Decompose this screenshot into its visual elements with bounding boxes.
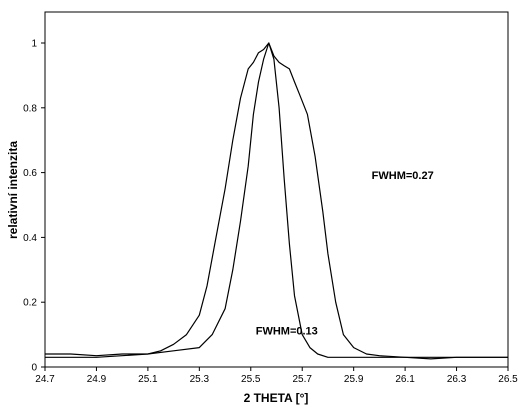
x-axis: 24.7 24.9 25.1 25.3 25.5 25.7 25.9 26.1 26.3 26.5 — [35, 367, 518, 385]
y-tick-label: 0 — [31, 363, 37, 374]
x-tick-label: 25.1 — [138, 374, 158, 385]
y-tick-label: 0.4 — [23, 233, 37, 244]
annotation-fwhm-wide: FWHM=0.27 — [372, 170, 434, 182]
x-axis-label: 2 THETA [°] — [244, 391, 309, 405]
y-axis: 0 0.2 0.4 0.6 0.8 1 — [23, 39, 45, 374]
x-tick-label: 26.3 — [447, 374, 467, 385]
x-tick-label: 25.9 — [344, 374, 364, 385]
x-tick-label: 24.9 — [87, 374, 107, 385]
y-tick-label: 1 — [31, 39, 37, 50]
plot-area-border — [44, 11, 509, 368]
x-tick-label: 26.1 — [395, 374, 415, 385]
x-tick-label: 25.3 — [190, 374, 210, 385]
annotation-fwhm-narrow: FWHM=0.13 — [256, 326, 318, 338]
x-tick-label: 25.7 — [292, 374, 312, 385]
x-tick-label: 25.5 — [241, 374, 261, 385]
y-axis-label: relativní intenzita — [6, 141, 20, 239]
series-group — [45, 42, 508, 360]
y-tick-label: 0.8 — [23, 103, 37, 114]
x-tick-label: 26.5 — [498, 374, 518, 385]
y-tick-label: 0.2 — [23, 298, 37, 309]
x-tick-label: 24.7 — [35, 374, 55, 385]
y-tick-label: 0.6 — [23, 168, 37, 179]
series-line-wide — [45, 42, 508, 358]
series-line-narrow — [45, 42, 508, 360]
